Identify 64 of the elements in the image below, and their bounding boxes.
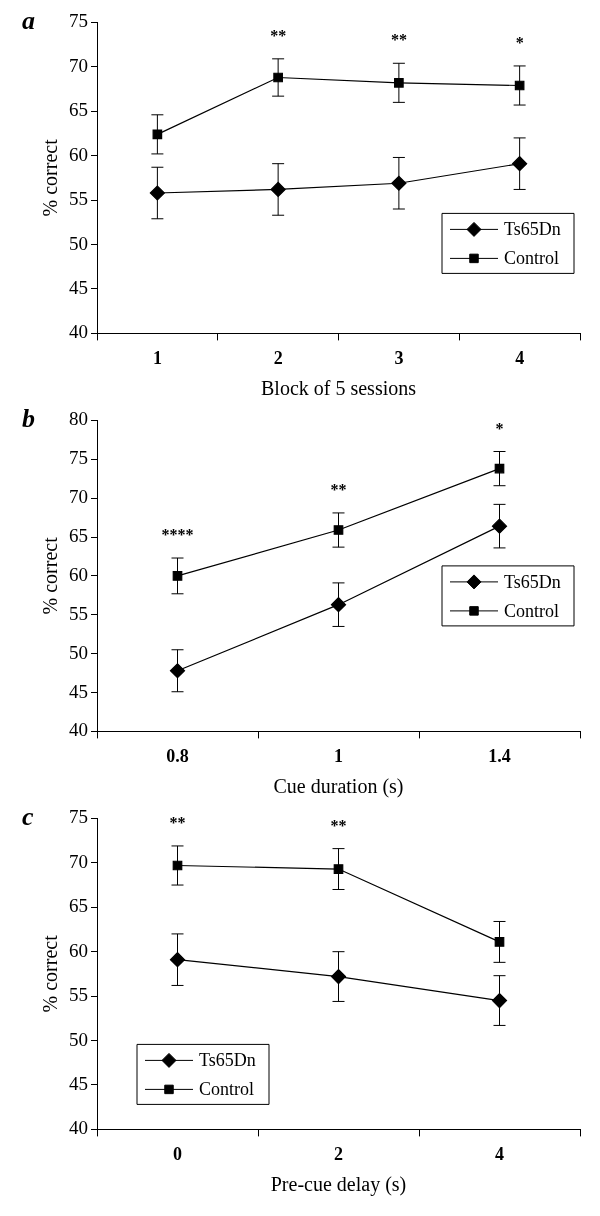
y-axis-title: % correct: [39, 138, 62, 217]
y-tick-label: 40: [69, 719, 88, 741]
point: [152, 129, 163, 140]
x-axis-title: Block of 5 sessions: [261, 377, 417, 400]
y-tick-label: 65: [69, 895, 88, 917]
y-tick-label: 50: [69, 1028, 88, 1050]
y-axis-title: % correct: [39, 934, 62, 1013]
legend-label: Ts65Dn: [504, 219, 561, 240]
y-tick-label: 60: [69, 563, 88, 585]
y-tick-label: 60: [69, 143, 88, 165]
y-axis-title: % correct: [39, 536, 62, 615]
y-tick-label: 65: [69, 525, 88, 547]
y-tick-label: 45: [69, 680, 88, 702]
annotation: ****: [161, 526, 194, 544]
legend-label: Control: [199, 1079, 255, 1100]
x-axis-title: Pre-cue delay (s): [270, 1173, 407, 1197]
x-tick-label: 4: [515, 347, 525, 368]
x-tick-label: 0.8: [166, 745, 189, 766]
y-tick-label: 70: [69, 486, 88, 508]
y-tick-label: 55: [69, 984, 88, 1006]
x-tick-label: 1: [152, 347, 162, 368]
y-tick-label: 75: [69, 806, 88, 828]
y-tick-label: 55: [69, 188, 88, 210]
point: [491, 518, 508, 534]
x-axis-title: Cue duration (s): [273, 775, 404, 799]
annotation: **: [169, 814, 186, 832]
x-tick-label: 1.4: [488, 745, 511, 766]
y-tick-label: 45: [69, 1072, 88, 1094]
point: [169, 663, 186, 679]
y-tick-label: 40: [69, 1117, 88, 1139]
annotation: **: [270, 26, 287, 44]
annotation: *: [515, 34, 524, 52]
legend-label: Ts65Dn: [504, 571, 561, 592]
point: [330, 597, 347, 613]
x-tick-label: 1: [334, 745, 343, 766]
x-tick-label: 2: [334, 1143, 343, 1164]
y-tick-label: 75: [69, 447, 88, 469]
x-tick-label: 0: [173, 1143, 182, 1164]
annotation: **: [390, 31, 407, 49]
y-tick-label: 65: [69, 99, 88, 121]
chart-title: b: [22, 404, 35, 434]
y-tick-label: 75: [69, 10, 88, 32]
legend-label: Control: [504, 248, 560, 269]
x-tick-label: 2: [273, 347, 283, 368]
annotation: **: [330, 816, 347, 834]
chart-title: c: [22, 802, 34, 832]
y-tick-label: 80: [69, 408, 88, 430]
point: [149, 185, 165, 201]
legend-label: Ts65Dn: [199, 1050, 256, 1071]
y-tick-label: 40: [69, 321, 88, 343]
y-tick-label: 70: [69, 850, 88, 872]
x-tick-label: 4: [495, 1143, 504, 1164]
point: [169, 952, 186, 968]
annotation: **: [330, 481, 347, 499]
y-tick-label: 55: [69, 602, 88, 624]
y-tick-label: 50: [69, 641, 88, 663]
x-tick-label: 3: [394, 347, 404, 368]
y-tick-label: 70: [69, 54, 88, 76]
y-tick-label: 50: [69, 232, 88, 254]
legend-label: Control: [504, 600, 560, 621]
y-tick-label: 45: [69, 276, 88, 298]
annotation: *: [495, 419, 504, 437]
chart-title: a: [22, 6, 35, 36]
y-tick-label: 60: [69, 939, 88, 961]
